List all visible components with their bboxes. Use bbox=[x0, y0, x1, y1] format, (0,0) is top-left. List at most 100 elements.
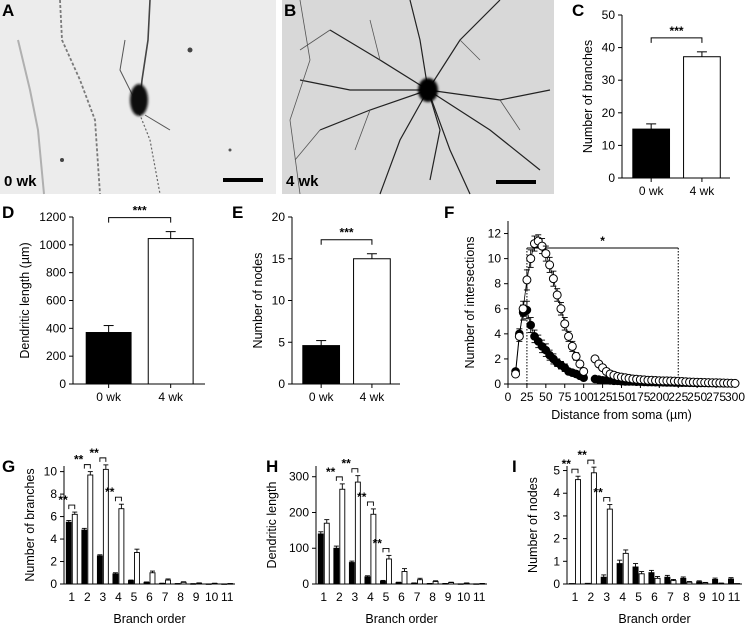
y-tick-label: 1000 bbox=[39, 238, 66, 252]
y-axis-label: Number of branches bbox=[23, 468, 37, 581]
x-tick-label: 7 bbox=[162, 590, 169, 604]
bar bbox=[395, 582, 402, 585]
y-axis-label: Number of intersections bbox=[463, 236, 477, 368]
x-tick-label: 3 bbox=[352, 590, 359, 604]
bar bbox=[85, 332, 132, 385]
x-tick-label: 7 bbox=[414, 590, 421, 604]
y-tick-label: 0 bbox=[278, 377, 285, 391]
x-tick-label: 4 wk bbox=[690, 184, 716, 198]
point-open bbox=[571, 351, 581, 361]
x-tick-label: 9 bbox=[193, 590, 200, 604]
panel-letter-a: A bbox=[2, 1, 14, 20]
panel-letter-e: E bbox=[232, 203, 243, 222]
bar bbox=[702, 582, 709, 585]
y-axis-label: Number of branches bbox=[581, 40, 595, 153]
bar bbox=[654, 577, 661, 585]
y-tick-label: 5 bbox=[278, 335, 285, 349]
x-tick-label: 1 bbox=[320, 590, 327, 604]
y-tick-label: 2 bbox=[494, 352, 501, 366]
bar bbox=[411, 582, 417, 585]
chart-h: H 0 100 200 300 Dendritic length 1 2 ** 3 ** 4 ** 5 **… bbox=[265, 457, 487, 626]
bar bbox=[728, 578, 734, 585]
y-tick-label: 8 bbox=[494, 277, 501, 291]
bar bbox=[638, 573, 645, 585]
x-tick-label: 125 bbox=[593, 390, 613, 404]
bar bbox=[143, 581, 150, 585]
bar bbox=[128, 580, 134, 585]
x-tick-label: 2 bbox=[588, 590, 595, 604]
x-axis-label: Branch order bbox=[618, 612, 690, 626]
significance-label: ** bbox=[562, 457, 572, 471]
x-tick-label: 175 bbox=[630, 390, 650, 404]
bar bbox=[302, 345, 341, 385]
x-tick-label: 1 bbox=[572, 590, 579, 604]
y-tick-label: 6 bbox=[50, 510, 57, 524]
point-open bbox=[560, 319, 570, 329]
bar bbox=[87, 474, 94, 585]
bar bbox=[323, 522, 330, 585]
bar bbox=[118, 508, 125, 585]
x-tick-label: 1 bbox=[68, 590, 75, 604]
chart-e: E 0 5 10 15 20 Number of nodes 0 wk 4 wk *** bbox=[232, 203, 400, 404]
significance-label: ** bbox=[58, 493, 68, 507]
significance-label: ** bbox=[105, 485, 115, 499]
chart-c: C 0 10 20 30 40 50 Number of branches 0 wk 4 wk **… bbox=[572, 1, 730, 198]
bar bbox=[734, 583, 741, 585]
x-tick-label: 9 bbox=[699, 590, 706, 604]
significance-bracket bbox=[83, 464, 91, 469]
bar bbox=[632, 566, 639, 585]
significance-label: ** bbox=[74, 453, 84, 467]
x-tick-label: 10 bbox=[457, 590, 471, 604]
x-tick-label: 0 wk bbox=[639, 184, 665, 198]
bar bbox=[221, 583, 228, 585]
bar bbox=[712, 579, 719, 585]
x-tick-label: 75 bbox=[558, 390, 572, 404]
bar bbox=[670, 580, 677, 585]
x-tick-label: 0 wk bbox=[309, 390, 335, 404]
significance-bracket bbox=[587, 459, 595, 465]
bar bbox=[616, 563, 623, 585]
panel-letter-g: G bbox=[2, 457, 15, 476]
chart-d: D 0 200 400 600 800 1000 1200 Dendritic length (… bbox=[2, 203, 205, 404]
significance-label: *** bbox=[133, 204, 147, 218]
significance-bracket bbox=[108, 217, 172, 223]
y-tick-label: 100 bbox=[289, 541, 309, 555]
x-tick-label: 2 bbox=[84, 590, 91, 604]
y-tick-label: 4 bbox=[50, 532, 57, 546]
panel-letter-d: D bbox=[2, 203, 14, 222]
significance-bracket bbox=[351, 468, 359, 473]
significance-bracket bbox=[571, 468, 579, 474]
x-tick-label: 6 bbox=[398, 590, 405, 604]
y-tick-label: 0 bbox=[302, 577, 309, 591]
y-tick-label: 800 bbox=[46, 266, 66, 280]
x-tick-label: 5 bbox=[383, 590, 390, 604]
x-tick-label: 0 bbox=[505, 390, 512, 404]
chart-f: F 0 2 4 6 8 10 12 0 25 50 75 10012515017520022525027… bbox=[444, 203, 745, 422]
bar bbox=[96, 555, 103, 585]
x-tick-label: 4 bbox=[619, 590, 626, 604]
bar bbox=[380, 580, 386, 585]
bar bbox=[71, 513, 78, 585]
x-tick-label: 4 wk bbox=[158, 390, 184, 404]
bar bbox=[575, 479, 581, 585]
panel-letter-i: I bbox=[512, 457, 517, 476]
bar bbox=[568, 583, 575, 585]
x-axis-label: Branch order bbox=[365, 612, 437, 626]
bar bbox=[683, 56, 721, 179]
y-tick-label: 4 bbox=[553, 486, 560, 500]
x-tick-label: 10 bbox=[205, 590, 219, 604]
scale-bar-b bbox=[496, 180, 536, 184]
bar bbox=[348, 562, 355, 585]
y-axis-label: Number of nodes bbox=[251, 253, 265, 349]
significance-bracket bbox=[603, 497, 611, 502]
bar bbox=[81, 529, 88, 585]
bar bbox=[632, 128, 671, 179]
point-filled bbox=[526, 320, 536, 330]
significance-label: *** bbox=[340, 226, 354, 240]
bar bbox=[686, 581, 693, 585]
x-tick-label: 11 bbox=[473, 590, 486, 604]
bar bbox=[664, 576, 671, 585]
x-tick-label: 200 bbox=[649, 390, 669, 404]
bar bbox=[432, 581, 439, 585]
